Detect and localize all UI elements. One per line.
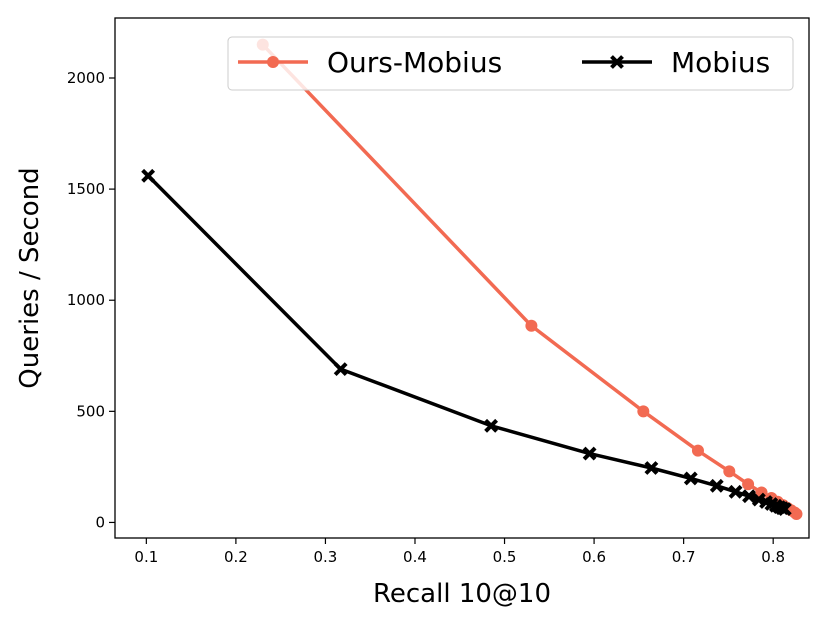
legend: Ours-Mobius Mobius — [227, 36, 794, 91]
y-tick-label: 500 — [76, 402, 105, 420]
data-point — [644, 461, 659, 475]
x-tick-label: 0.3 — [314, 548, 338, 566]
data-point — [742, 489, 756, 504]
x-tick-label: 0.2 — [224, 548, 248, 566]
legend-label-mobius: Mobius — [671, 46, 770, 79]
x-tick-label: 0.1 — [134, 548, 158, 566]
y-tick-label: 1500 — [67, 180, 105, 198]
plot-area — [114, 17, 810, 539]
x-axis-label: Recall 10@10 — [373, 579, 551, 609]
legend-marker — [610, 55, 624, 69]
x-tick-label: 0.4 — [403, 548, 427, 566]
data-point — [582, 446, 597, 461]
x-tick-label: 0.8 — [761, 548, 785, 566]
x-tick-label: 0.5 — [493, 548, 517, 566]
data-point — [333, 362, 348, 377]
y-tick-label: 1000 — [67, 291, 105, 309]
data-point — [683, 471, 698, 486]
y-axis: 0 500 1000 1500 2000 — [67, 69, 115, 531]
x-tick-label: 0.6 — [582, 548, 606, 566]
x-axis: 0.1 0.2 0.3 0.4 0.5 0.6 0.7 0.8 — [134, 538, 785, 566]
data-point — [790, 508, 803, 520]
data-point — [728, 484, 743, 499]
legend-label-ours-mobius: Ours-Mobius — [327, 46, 502, 79]
data-point — [742, 478, 755, 491]
data-point — [525, 319, 538, 332]
data-point — [484, 418, 499, 433]
data-point — [691, 444, 704, 457]
data-point — [709, 478, 724, 493]
series-layer — [141, 38, 803, 520]
data-point — [723, 465, 736, 478]
data-point — [637, 405, 650, 418]
legend-box — [227, 36, 794, 91]
y-tick-label: 2000 — [67, 69, 105, 87]
y-axis-label: Queries / Second — [15, 167, 45, 388]
series-1 — [141, 168, 792, 517]
data-point — [141, 168, 156, 183]
y-tick-label: 0 — [95, 513, 105, 531]
x-tick-label: 0.7 — [672, 548, 696, 566]
data-point — [777, 502, 792, 517]
legend-marker — [267, 56, 279, 68]
